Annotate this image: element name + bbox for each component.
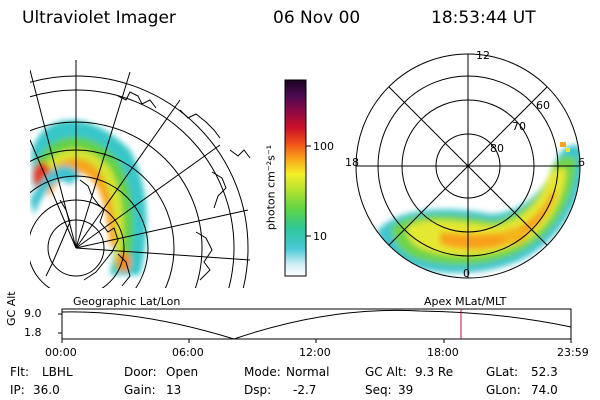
dsp-value: -2.7	[293, 383, 317, 397]
door-value: Open	[166, 365, 199, 379]
flt-label: Flt:	[10, 365, 29, 379]
door-label: Door:	[124, 365, 157, 379]
left-map-caption: Geographic Lat/Lon	[73, 295, 181, 308]
timeline-xtick-1200: 12:00	[299, 346, 331, 359]
timeline-xtick-2359: 23:59	[557, 346, 589, 359]
date-label: 06 Nov 00	[273, 8, 361, 28]
seq-value: 39	[398, 383, 414, 397]
timeline-xtick-0600: 06:00	[172, 346, 204, 359]
polar-label-18: 18	[345, 156, 359, 169]
ip-value: 36.0	[33, 383, 60, 397]
timeline-frame	[61, 308, 572, 340]
mode-value: Normal	[286, 365, 330, 379]
colorbar-label-100: 100	[313, 140, 334, 153]
gcalt-label: GC Alt:	[365, 365, 407, 379]
orbit-timeline	[58, 308, 572, 343]
instrument-title: Ultraviolet Imager	[22, 8, 176, 28]
colorbar-label-10: 10	[313, 230, 327, 243]
glon-label: GLon:	[486, 383, 521, 397]
polar-label-6: 6	[578, 156, 585, 169]
polar-aurora-emission	[378, 145, 580, 273]
timeline-ylabel: GC Alt	[5, 291, 18, 326]
seq-label: Seq:	[365, 383, 392, 397]
polar-label-0: 0	[463, 267, 470, 280]
polar-label-12: 12	[476, 49, 490, 62]
glon-value: 74.0	[531, 383, 558, 397]
geographic-map	[30, 60, 251, 288]
aurora-spots	[560, 142, 574, 155]
time-label: 18:53:44 UT	[431, 8, 536, 28]
polar-label-60: 60	[536, 99, 550, 112]
timeline-xtick-1800: 18:00	[427, 346, 459, 359]
right-map-caption: Apex MLat/MLT	[424, 295, 507, 308]
polar-grid	[355, 53, 581, 279]
polar-label-80: 80	[490, 142, 504, 155]
gc-altitude-curve	[61, 309, 572, 340]
polar-map	[378, 142, 580, 273]
colorbar-unit-label: photon cm⁻²s⁻¹	[264, 144, 278, 231]
polar-label-70: 70	[512, 120, 526, 133]
colorbar	[284, 79, 307, 277]
gain-label: Gain:	[124, 383, 156, 397]
flt-value: LBHL	[42, 365, 73, 379]
glat-value: 52.3	[531, 365, 558, 379]
timeline-ytick-low: 1.8	[24, 326, 42, 339]
coastline	[45, 91, 251, 287]
mode-label: Mode:	[244, 365, 281, 379]
gain-value: 13	[166, 383, 182, 397]
ip-label: IP:	[10, 383, 25, 397]
gcalt-value: 9.3 Re	[415, 365, 454, 379]
timeline-ytick-high: 9.0	[24, 307, 42, 320]
dsp-label: Dsp:	[244, 383, 272, 397]
polar-diagonal-b	[388, 86, 548, 246]
timeline-xtick-0000: 00:00	[45, 346, 77, 359]
timeline-ticks	[58, 313, 572, 343]
glat-label: GLat:	[486, 365, 519, 379]
